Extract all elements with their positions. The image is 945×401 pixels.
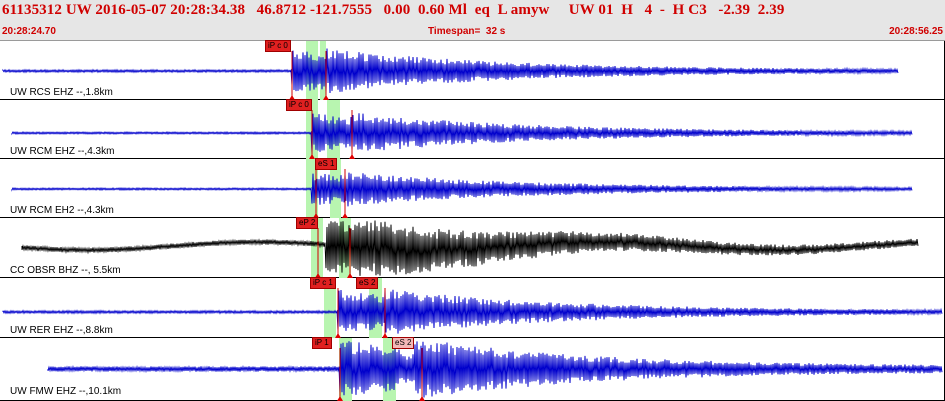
pick-marker-arrow <box>347 273 353 278</box>
pick-flag[interactable]: iP 1 <box>312 337 332 349</box>
trace-panel[interactable]: eS 1 UW RCM EH2 --,4.3km <box>0 158 945 218</box>
trace-panel[interactable]: iP 1 eS 2 UW FMW EHZ --,10.1km <box>0 337 945 401</box>
channel-label: CC OBSR BHZ --, 5.5km <box>10 265 121 276</box>
waveform-trace <box>47 341 943 398</box>
pick-flag[interactable]: iP c 0 <box>265 40 291 52</box>
pick-marker-arrow <box>289 95 295 100</box>
trace-panel[interactable]: iP c 0 UW RCM EHZ --,4.3km <box>0 99 945 159</box>
trace-panel[interactable]: eP 2 CC OBSR BHZ --, 5.5km <box>0 217 945 278</box>
pick-marker-arrow <box>313 213 319 218</box>
waveform-trace <box>2 289 943 334</box>
waveform-trace-plot <box>11 100 913 159</box>
event-title: 61135312 UW 2016-05-07 20:28:34.38 46.87… <box>2 2 785 18</box>
pick-flag[interactable]: eS 2 <box>392 337 415 349</box>
waveform-panels[interactable]: iP c 0 UW RCS EHZ --,1.8km iP c 0 UW RCM… <box>0 40 945 401</box>
channel-label: UW FMW EHZ --,10.1km <box>10 386 122 397</box>
waveform-trace <box>2 48 899 94</box>
pick-marker-arrow <box>382 333 388 338</box>
pick-marker-arrow <box>315 273 321 278</box>
pick-window <box>311 218 323 278</box>
pick-flag[interactable]: eP 2 <box>296 217 319 229</box>
channel-label: UW RCS EHZ --,1.8km <box>10 87 113 98</box>
pick-flag[interactable]: eS 2 <box>356 277 379 289</box>
channel-label: UW RCM EHZ --,4.3km <box>10 146 115 157</box>
trace-panel[interactable]: iP c 0 UW RCS EHZ --,1.8km <box>0 40 945 100</box>
waveform-trace <box>11 172 913 207</box>
event-header: 61135312 UW 2016-05-07 20:28:34.38 46.87… <box>0 0 945 41</box>
waveform-trace-plot <box>21 218 919 278</box>
timespan-label: Timespan= 32 s <box>428 26 506 37</box>
pick-marker-arrow <box>335 333 341 338</box>
pick-window <box>306 159 318 218</box>
waveform-trace-plot <box>47 338 943 401</box>
pick-marker-arrow <box>349 154 355 159</box>
waveform-trace-plot <box>11 159 913 218</box>
channel-label: UW RCM EH2 --,4.3km <box>10 205 114 216</box>
waveform-trace-plot <box>2 278 943 338</box>
end-time: 20:28:56.25 <box>889 26 943 37</box>
pick-flag[interactable]: iP c 0 <box>286 99 312 111</box>
pick-marker-arrow <box>323 95 329 100</box>
waveform-trace <box>21 220 919 276</box>
pick-flag[interactable]: iP c 1 <box>310 277 336 289</box>
channel-label: UW RER EHZ --,8.8km <box>10 325 113 336</box>
waveform-trace-plot <box>2 41 899 100</box>
pick-marker-arrow <box>342 213 348 218</box>
pick-flag[interactable]: eS 1 <box>315 158 338 170</box>
start-time: 20:28:24.70 <box>2 26 56 37</box>
pick-marker-arrow <box>309 154 315 159</box>
waveform-trace <box>11 113 913 153</box>
pick-window <box>324 278 336 338</box>
trace-panel[interactable]: iP c 1 eS 2 UW RER EHZ --,8.8km <box>0 277 945 338</box>
